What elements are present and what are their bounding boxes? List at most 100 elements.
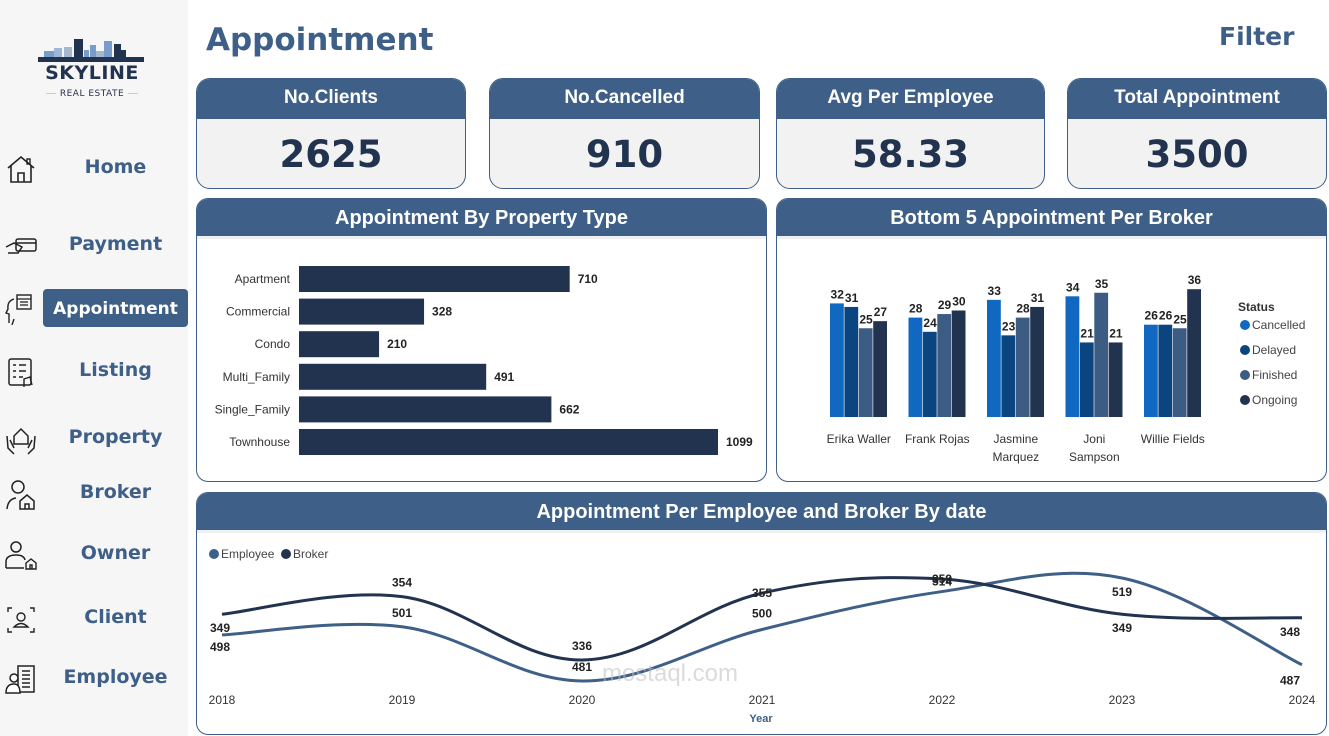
data-label: 36 bbox=[1188, 273, 1202, 287]
legend-label: Cancelled bbox=[1252, 318, 1305, 332]
chart-title: Bottom 5 Appointment Per Broker bbox=[777, 199, 1326, 239]
line-chart-panel: Appointment Per Employee and Broker By d… bbox=[196, 492, 1327, 735]
bar-cancelled bbox=[1065, 296, 1080, 417]
kpi-card-cancelled: No.Cancelled 910 bbox=[489, 78, 760, 189]
sidebar-item-payment[interactable]: Payment bbox=[0, 227, 188, 267]
owner-house-icon bbox=[5, 541, 37, 570]
bar-finished bbox=[858, 328, 873, 417]
data-label: 29 bbox=[938, 298, 952, 312]
category-label: Frank Rojas bbox=[905, 432, 970, 446]
employee-data-label: 487 bbox=[1280, 674, 1300, 688]
category-label: Townhouse bbox=[229, 435, 290, 449]
sidebar-item-appointment[interactable]: Appointment bbox=[0, 289, 188, 329]
x-tick-label: 2019 bbox=[389, 693, 416, 707]
data-label: 33 bbox=[988, 284, 1002, 298]
employee-data-label: 519 bbox=[1112, 585, 1132, 599]
data-label: 21 bbox=[1109, 326, 1123, 340]
company-logo: SKYLINE REAL ESTATE bbox=[36, 36, 148, 102]
page-title: Appointment bbox=[206, 22, 434, 58]
x-tick-label: 2023 bbox=[1109, 693, 1136, 707]
category-label: Apartment bbox=[235, 272, 291, 286]
data-label: 31 bbox=[1031, 291, 1045, 305]
legend-label: Delayed bbox=[1252, 343, 1296, 357]
chart-title: Appointment By Property Type bbox=[197, 199, 766, 239]
bar bbox=[299, 331, 380, 358]
kpi-value: 3500 bbox=[1145, 133, 1249, 176]
bar-ongoing bbox=[873, 321, 887, 417]
property-type-bar-chart: Apartment 710 Commercial 328 Condo 210 Multi_F… bbox=[215, 266, 753, 455]
category-label: Single_Family bbox=[215, 402, 290, 416]
broker-data-label: 336 bbox=[572, 639, 592, 653]
bar bbox=[299, 363, 487, 390]
house-icon bbox=[7, 155, 35, 183]
data-label: 210 bbox=[387, 337, 407, 351]
kpi-value: 910 bbox=[585, 133, 664, 176]
sidebar-item-employee[interactable]: Employee bbox=[0, 660, 188, 700]
broker-data-label: 348 bbox=[1280, 625, 1300, 639]
bar-cancelled bbox=[987, 299, 1001, 417]
sidebar-item-label: Client bbox=[84, 606, 147, 628]
data-label: 491 bbox=[494, 370, 514, 384]
kpi-value: 58.33 bbox=[851, 133, 970, 176]
employee-line bbox=[221, 571, 1303, 683]
head-calendar-icon bbox=[5, 294, 32, 325]
sidebar-item-label: Property bbox=[68, 426, 163, 448]
sidebar-item-label: Employee bbox=[63, 666, 168, 688]
sidebar-item-home[interactable]: Home bbox=[0, 150, 188, 190]
legend-label: Broker bbox=[293, 547, 328, 561]
bar bbox=[299, 298, 425, 325]
bar-ongoing bbox=[1030, 306, 1044, 417]
kpi-card-clients: No.Clients 2625 bbox=[196, 78, 466, 189]
data-label: 31 bbox=[845, 291, 859, 305]
sidebar-item-broker[interactable]: Broker bbox=[0, 475, 188, 515]
client-frame-icon bbox=[7, 607, 35, 633]
category-label: Joni bbox=[1083, 432, 1105, 446]
data-label: 32 bbox=[831, 287, 845, 301]
sidebar-item-label: Owner bbox=[80, 542, 151, 564]
legend-label: Ongoing bbox=[1252, 393, 1297, 407]
data-label: 710 bbox=[578, 272, 598, 286]
employee-data-label: 481 bbox=[572, 660, 592, 674]
legend-label: Finished bbox=[1252, 368, 1297, 382]
broker-data-label: 349 bbox=[1112, 621, 1132, 635]
x-tick-label: 2020 bbox=[569, 693, 596, 707]
chart-title: Appointment Per Employee and Broker By d… bbox=[197, 493, 1326, 533]
data-label: 25 bbox=[1173, 312, 1187, 326]
broker-line bbox=[221, 576, 1303, 662]
legend-marker bbox=[1240, 320, 1250, 330]
bar-ongoing bbox=[1187, 289, 1201, 417]
sidebar-item-client[interactable]: Client bbox=[0, 600, 188, 640]
legend-marker bbox=[1240, 345, 1250, 355]
employee-broker-line-chart: 498 501 481 500 514 519 487 349 354 336 355 359 349 3… bbox=[209, 547, 1316, 725]
employee-data-label: 514 bbox=[932, 575, 952, 589]
broker-chart-panel: Bottom 5 Appointment Per Broker 32 31 25 27… bbox=[776, 198, 1327, 482]
x-tick-label: 2022 bbox=[929, 693, 956, 707]
bar-delayed bbox=[922, 331, 937, 417]
checklist-icon bbox=[8, 358, 33, 387]
bar-delayed bbox=[1001, 335, 1016, 417]
bar bbox=[299, 429, 718, 455]
legend-marker-broker bbox=[281, 549, 291, 559]
bar bbox=[299, 266, 570, 292]
kpi-card-total-appointment: Total Appointment 3500 bbox=[1067, 78, 1327, 189]
data-label: 1099 bbox=[726, 435, 753, 449]
x-axis-title: Year bbox=[749, 713, 773, 725]
sidebar-item-owner[interactable]: Owner bbox=[0, 536, 188, 576]
sidebar-item-label: Appointment bbox=[43, 289, 188, 327]
x-tick-label: 2024 bbox=[1289, 693, 1316, 707]
kpi-label: Avg Per Employee bbox=[777, 79, 1044, 119]
legend-marker bbox=[1240, 370, 1250, 380]
broker-data-label: 355 bbox=[752, 586, 772, 600]
data-label: 30 bbox=[952, 295, 966, 309]
kpi-card-avg-per-employee: Avg Per Employee 58.33 bbox=[776, 78, 1045, 189]
category-label: Multi_Family bbox=[223, 370, 290, 384]
sidebar-item-listing[interactable]: Listing bbox=[0, 353, 188, 393]
bar-finished bbox=[1172, 328, 1187, 417]
bar-delayed bbox=[844, 306, 859, 417]
data-label: 24 bbox=[923, 316, 937, 330]
bar-finished bbox=[937, 314, 952, 417]
filter-button[interactable]: Filter bbox=[1219, 22, 1295, 51]
sidebar-item-property[interactable]: Property bbox=[0, 420, 188, 460]
bar bbox=[299, 396, 552, 423]
